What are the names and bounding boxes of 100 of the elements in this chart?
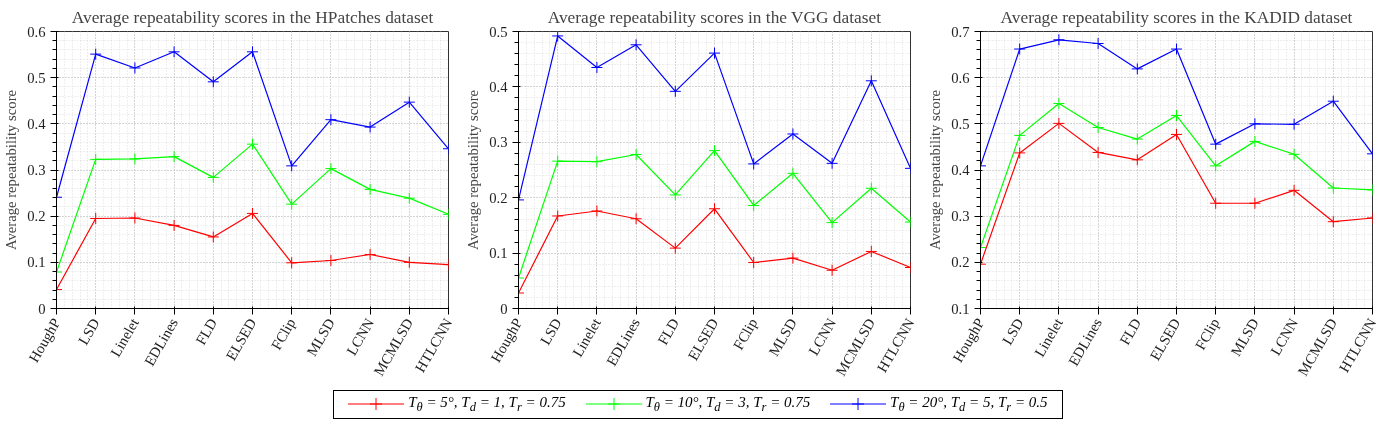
point [89, 212, 102, 225]
point [1209, 138, 1222, 151]
y-tick-label: 0.5 [489, 23, 508, 40]
y-tick-label: 0.6 [951, 69, 970, 86]
legend-label: T$_{θ}$ = 20°, T$_{d}$ = 5, T$_{r}$ = 0.5 [890, 394, 1048, 414]
point [865, 74, 878, 87]
point [551, 209, 564, 222]
point [865, 182, 878, 195]
y-tick-label: 0.1 [489, 245, 508, 262]
point [285, 159, 298, 172]
point [364, 121, 377, 134]
point [590, 61, 603, 74]
point [1209, 159, 1222, 172]
point [1092, 146, 1105, 159]
point [1170, 43, 1183, 56]
point [630, 148, 643, 161]
point [89, 48, 102, 61]
point [1052, 97, 1065, 110]
legend-label: T$_{θ}$ = 5°, T$_{d}$ = 1, T$_{r}$ = 0.75 [408, 394, 566, 414]
y-tick-label: 0.2 [951, 254, 970, 271]
point [786, 167, 799, 180]
point [1288, 184, 1301, 197]
point [708, 202, 721, 215]
point [364, 248, 377, 261]
point [285, 198, 298, 211]
point [403, 96, 416, 109]
point [590, 205, 603, 217]
point [590, 155, 603, 168]
point [324, 254, 337, 267]
y-tick-label: 0.3 [951, 208, 970, 225]
y-tick-label: 0.4 [489, 78, 509, 95]
point [826, 157, 839, 170]
y-tick-label: 0.5 [951, 115, 970, 132]
y-axis-title: Average repeatability score [927, 89, 944, 251]
point [168, 45, 181, 58]
point [1170, 128, 1183, 141]
point [1288, 118, 1301, 131]
point [1131, 133, 1144, 146]
chart-title: Average repeatability scores in the KADID dataset [1000, 7, 1353, 27]
point [551, 155, 564, 168]
point [669, 188, 682, 201]
point [403, 256, 416, 269]
y-tick-label: 0.7 [951, 23, 970, 40]
point [669, 85, 682, 98]
point [324, 113, 337, 126]
point [324, 162, 337, 175]
point [551, 31, 564, 42]
y-tick-label: 0.3 [489, 134, 508, 151]
point [708, 144, 721, 157]
point [630, 38, 643, 51]
y-axis-title: Average repeatability score [465, 89, 482, 251]
y-tick-label: 0 [38, 300, 46, 317]
y-tick-label: 0.1 [27, 254, 46, 271]
point [168, 150, 181, 163]
point [1092, 121, 1105, 134]
chart-title: Average repeatability scores in the HPatches dataset [71, 7, 434, 27]
y-tick-label: 0 [500, 300, 508, 317]
point [1131, 153, 1144, 166]
point [1013, 146, 1026, 159]
point [168, 219, 181, 232]
point [207, 171, 220, 184]
point [1092, 37, 1105, 50]
y-axis-title: Average repeatability score [3, 89, 20, 251]
point [1052, 117, 1065, 130]
y-tick-label: 0.2 [489, 189, 508, 206]
point [1013, 129, 1026, 142]
point [403, 192, 416, 205]
y-tick-label: 0.6 [27, 23, 46, 40]
y-tick-label: 0.4 [27, 115, 47, 132]
point [1052, 33, 1065, 46]
point [1131, 62, 1144, 75]
point [128, 61, 141, 74]
point [708, 47, 721, 60]
point [1248, 135, 1261, 148]
point [786, 127, 799, 140]
y-tick-label: 0.4 [951, 162, 971, 178]
point [246, 138, 259, 151]
point [1327, 182, 1340, 195]
point [630, 212, 643, 225]
point [1248, 197, 1261, 210]
point [865, 245, 878, 258]
point [364, 183, 377, 196]
y-tick-label: 0.5 [27, 69, 46, 86]
legend-label: T$_{θ}$ = 10°, T$_{d}$ = 3, T$_{r}$ = 0.75 [645, 394, 811, 414]
point [246, 207, 259, 220]
point [669, 242, 682, 255]
point [786, 252, 799, 265]
point [747, 256, 760, 269]
point [207, 75, 220, 88]
point [1327, 95, 1340, 108]
point [1288, 148, 1301, 161]
point [1248, 117, 1261, 130]
point [89, 153, 102, 166]
point [1327, 215, 1340, 228]
chart-title: Average repeatability scores in the VGG dataset [547, 7, 882, 27]
point [1013, 43, 1026, 56]
point [207, 230, 220, 243]
y-tick-label: 0.1 [951, 300, 970, 317]
point [826, 264, 839, 277]
point [128, 212, 141, 225]
